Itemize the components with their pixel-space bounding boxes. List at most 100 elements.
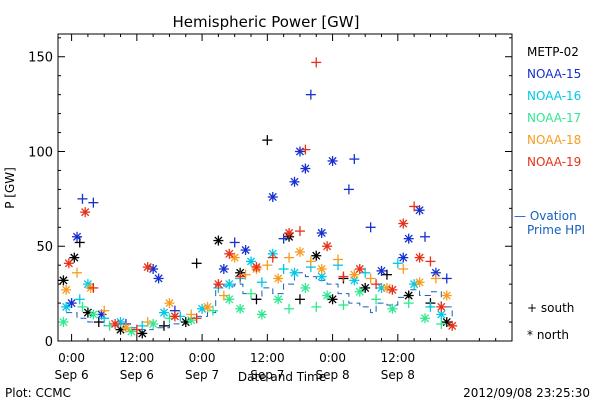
point-stroke-d2 — [225, 295, 234, 304]
point-noaa-15-north — [414, 205, 425, 216]
legend-ovation-line1: — Ovation — [514, 209, 577, 223]
point-metp-02-south — [93, 317, 104, 328]
point-noaa-19-north — [213, 279, 224, 290]
point-stroke-d2 — [274, 295, 283, 304]
point-stroke-d2 — [448, 321, 457, 330]
y-axis-label: P [GW] — [3, 167, 17, 209]
point-stroke-d2 — [415, 253, 424, 262]
point-noaa-15-north — [403, 233, 414, 244]
point-stroke-d2 — [159, 308, 169, 317]
x-axis-label: Date and Time — [238, 370, 326, 384]
point-stroke-d2 — [67, 299, 76, 308]
legend-noaa-17: NOAA-17 — [527, 111, 581, 125]
point-stroke-d2 — [301, 164, 310, 173]
point-stroke-d2 — [317, 264, 326, 274]
point-stroke-d2 — [241, 245, 250, 255]
point-stroke-d2 — [143, 263, 152, 272]
point-noaa-19-south — [409, 201, 420, 212]
point-noaa-19-north — [322, 241, 333, 252]
point-stroke-d2 — [317, 272, 326, 281]
point-metp-02-north — [311, 250, 322, 261]
point-noaa-15-south — [420, 231, 431, 242]
point-stroke-d2 — [323, 242, 332, 251]
point-noaa-16-south — [392, 258, 403, 269]
point-noaa-16-south — [278, 263, 289, 274]
point-stroke-d2 — [361, 283, 370, 292]
point-noaa-19-south — [300, 144, 311, 155]
point-noaa-15-north — [66, 298, 77, 309]
point-noaa-15-north — [267, 191, 278, 202]
point-stroke-d2 — [246, 257, 256, 266]
point-stroke-d2 — [138, 329, 147, 338]
ovation-prime-hpi-trace — [66, 272, 453, 331]
point-noaa-15-south — [343, 184, 354, 195]
point-noaa-17-north — [273, 294, 284, 305]
point-stroke-d2 — [295, 247, 305, 256]
point-noaa-19-north — [142, 262, 153, 273]
point-noaa-18-north — [414, 277, 425, 288]
point-noaa-16-north — [159, 307, 170, 318]
point-metp-02-south — [262, 135, 273, 146]
point-noaa-18-south — [142, 317, 153, 328]
point-stroke-d2 — [399, 253, 408, 262]
point-noaa-17-north — [148, 318, 159, 329]
point-noaa-19-north — [447, 320, 458, 331]
point-noaa-18-south — [365, 273, 376, 284]
legend-noaa-19: NOAA-19 — [527, 155, 581, 169]
point-noaa-19-south — [235, 271, 246, 282]
point-noaa-18-north — [229, 252, 240, 263]
x-tick-date-label: Sep 7 — [250, 368, 284, 382]
plot-area-frame — [57, 33, 513, 342]
point-noaa-17-north — [224, 294, 235, 305]
point-noaa-18-north — [273, 273, 284, 284]
point-metp-02-south — [159, 320, 170, 331]
point-noaa-15-north — [153, 273, 164, 284]
point-noaa-18-north — [316, 263, 327, 274]
point-metp-02-south — [294, 294, 305, 305]
x-tick-date-label: Sep 6 — [120, 368, 154, 382]
point-stroke-d2 — [154, 274, 163, 283]
point-noaa-17-south — [436, 318, 447, 329]
point-noaa-17-south — [338, 299, 349, 310]
point-stroke-d2 — [230, 253, 239, 262]
y-tick-label: 0 — [45, 335, 53, 350]
x-tick-date-label: Sep 8 — [316, 368, 350, 382]
point-noaa-15-south — [229, 237, 240, 248]
point-stroke-d2 — [382, 283, 392, 292]
point-stroke-d2 — [59, 317, 68, 327]
point-stroke-d2 — [203, 302, 212, 311]
point-noaa-19-south — [131, 324, 142, 335]
point-noaa-16-south — [137, 320, 148, 331]
point-stroke-d2 — [415, 278, 424, 287]
point-stroke-d2 — [89, 310, 98, 319]
point-metp-02-south — [251, 294, 262, 305]
point-noaa-17-north — [256, 309, 267, 320]
ovation-hpi-line — [66, 272, 453, 331]
x-tick-date-label: Sep 6 — [55, 368, 89, 382]
point-noaa-17-north — [300, 282, 311, 293]
point-stroke-d2 — [290, 177, 299, 186]
y-tick-label: 100 — [28, 145, 53, 160]
point-stroke-d2 — [437, 310, 446, 319]
point-noaa-16-south — [74, 294, 85, 305]
point-noaa-18-south — [99, 305, 110, 316]
point-noaa-19-north — [354, 263, 365, 274]
legend-marker-north: * north — [527, 328, 569, 342]
point-noaa-18-north — [120, 322, 131, 333]
point-stroke-d2 — [328, 156, 337, 166]
point-metp-02-north — [58, 275, 69, 286]
point-stroke-d2 — [404, 291, 413, 300]
point-noaa-15-north — [376, 265, 387, 276]
point-metp-02-north — [213, 235, 224, 246]
point-noaa-19-north — [224, 248, 235, 259]
point-noaa-16-south — [256, 277, 267, 288]
point-stroke-d2 — [64, 259, 73, 268]
point-noaa-19-north — [436, 301, 447, 312]
point-metp-02-south — [381, 269, 392, 280]
point-noaa-16-south — [360, 267, 371, 278]
point-stroke-d2 — [355, 287, 364, 296]
x-tick-time-label: 0:00 — [58, 351, 85, 365]
point-noaa-15-north — [289, 176, 300, 187]
point-stroke-d2 — [149, 319, 158, 329]
